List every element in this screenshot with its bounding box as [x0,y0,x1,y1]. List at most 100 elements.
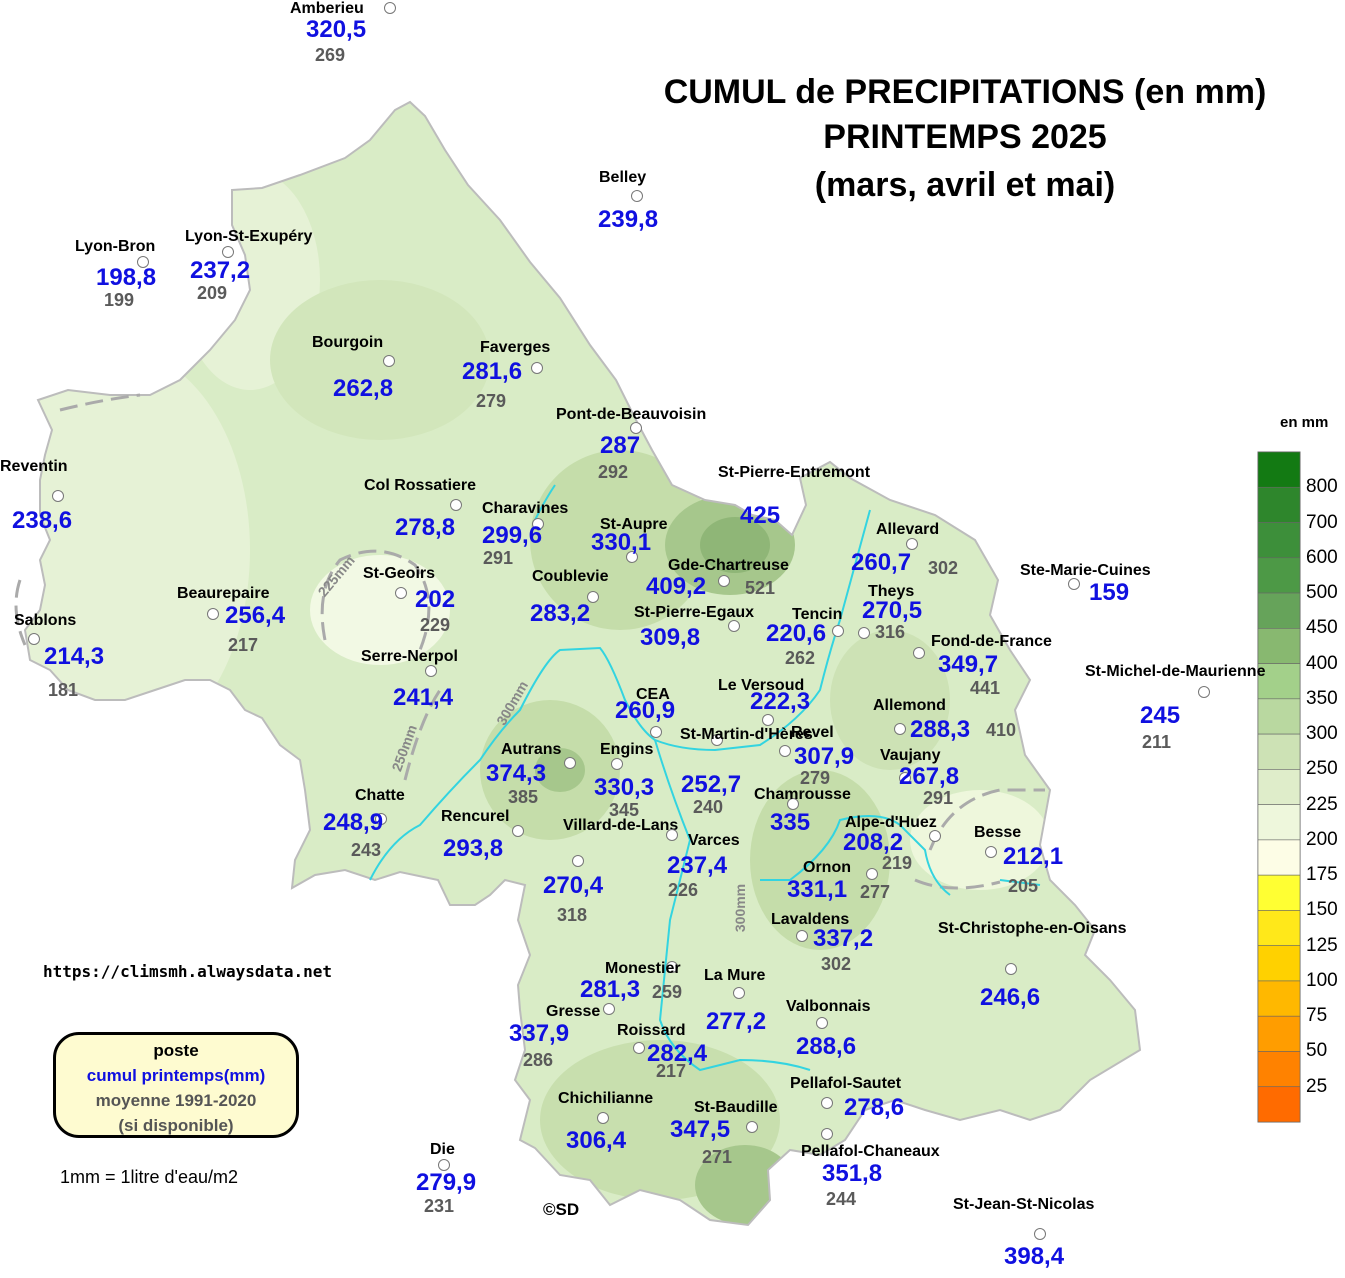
station-marker[interactable] [631,190,643,202]
station-cumul-value: 282,4 [647,1040,708,1067]
scale-label: 225 [1306,793,1338,815]
station-cumul-value: 293,8 [443,835,504,862]
station-marker[interactable] [587,591,599,603]
station-marker[interactable] [603,1003,615,1015]
station-average-value: 226 [668,880,699,900]
station-marker[interactable] [512,825,524,837]
station-marker[interactable] [28,633,40,645]
scale-swatch [1257,557,1301,594]
station-marker[interactable] [899,772,911,784]
station-marker[interactable] [564,757,576,769]
station-marker[interactable] [929,830,941,842]
station-marker[interactable] [395,587,407,599]
station-marker[interactable] [746,1121,758,1133]
station-marker[interactable] [384,2,396,14]
station-marker[interactable] [630,422,642,434]
station-name: St-Michel-de-Maurienne [1085,663,1266,680]
website-url[interactable]: https://climsmh.alwaysdata.net [43,962,332,981]
station-cumul-value: 374,3 [486,760,547,787]
station-marker[interactable] [858,627,870,639]
station-marker[interactable] [796,930,808,942]
station-marker[interactable] [1198,686,1210,698]
station-marker[interactable] [450,499,462,511]
station-average-value: 316 [875,622,906,642]
station-name: Serre-Nerpol [361,648,458,665]
station-average-value: 279 [476,391,507,411]
station-marker[interactable] [633,1042,645,1054]
station-marker[interactable] [711,734,723,746]
station-marker[interactable] [733,987,745,999]
station-name: Allevard [876,521,940,538]
scale-label: 500 [1306,582,1338,604]
station-name: Tencin [792,606,843,623]
station-average-value: 521 [745,578,776,598]
station-marker[interactable] [816,1017,828,1029]
scale-label: 75 [1306,1005,1328,1027]
station-name: Charavines [482,500,569,517]
station-marker[interactable] [787,798,799,810]
station-cumul-value: 241,4 [393,684,454,711]
station-name: Amberieu [290,0,364,17]
station-marker[interactable] [821,1097,833,1109]
station-marker[interactable] [532,518,544,530]
scale-swatch [1257,592,1301,629]
station-name: Ornon [803,859,851,876]
station-cumul-value: 330,3 [594,774,655,801]
scale-unit: en mm [1280,414,1329,431]
scale-swatch [1257,980,1301,1017]
scale-swatch [1257,910,1301,946]
station-marker[interactable] [906,538,918,550]
station-marker[interactable] [894,723,906,735]
unit-note: 1mm = 1litre d'eau/m2 [60,1167,239,1187]
station-marker[interactable] [207,608,219,620]
station-marker[interactable] [611,758,623,770]
legend-moyenne: moyenne 1991-2020 [95,1091,257,1110]
station-average-value: 291 [923,788,954,808]
station-cumul-value: 299,6 [482,522,543,549]
scale-label: 50 [1306,1040,1328,1062]
station-marker[interactable] [779,745,791,757]
station-marker[interactable] [52,490,64,502]
scale-swatch [1257,733,1301,770]
station-cumul-value: 409,2 [646,573,707,600]
station-marker[interactable] [425,665,437,677]
station-marker[interactable] [666,829,678,841]
station-marker[interactable] [531,362,543,374]
station-marker[interactable] [650,726,662,738]
station-marker[interactable] [375,813,387,825]
station-marker[interactable] [597,1112,609,1124]
station-average-value: 345 [609,800,640,820]
station-cumul-value: 278,6 [844,1094,905,1121]
station-marker[interactable] [572,855,584,867]
station-marker[interactable] [1005,963,1017,975]
station-marker[interactable] [626,551,638,563]
station-name: Theys [868,583,915,600]
station-marker[interactable] [821,1128,833,1140]
station-marker[interactable] [762,714,774,726]
station-marker[interactable] [383,355,395,367]
scale-swatch [1257,1015,1301,1052]
scale-label: 350 [1306,687,1338,709]
station-marker[interactable] [137,256,149,268]
station-marker[interactable] [832,625,844,637]
station-marker[interactable] [913,647,925,659]
station-cumul-value: 283,2 [530,600,591,627]
station-cumul-value: 270,4 [543,872,604,899]
station-marker[interactable] [985,846,997,858]
station-cumul-value: 288,3 [910,716,971,743]
station-cumul-value: 256,4 [225,602,286,629]
station-name: Varces [688,832,740,849]
station-average-value: 271 [702,1147,733,1167]
station-average-value: 209 [197,283,228,303]
station-average-value: 243 [351,840,382,860]
station-marker[interactable] [718,575,730,587]
station-marker[interactable] [222,246,234,258]
station-marker[interactable] [728,620,740,632]
station-marker[interactable] [666,961,678,973]
scale-label: 300 [1306,723,1338,745]
station-marker[interactable] [1034,1228,1046,1240]
station-marker[interactable] [866,868,878,880]
scale-swatch [1257,486,1301,523]
station-marker[interactable] [438,1159,450,1171]
station-marker[interactable] [1068,578,1080,590]
